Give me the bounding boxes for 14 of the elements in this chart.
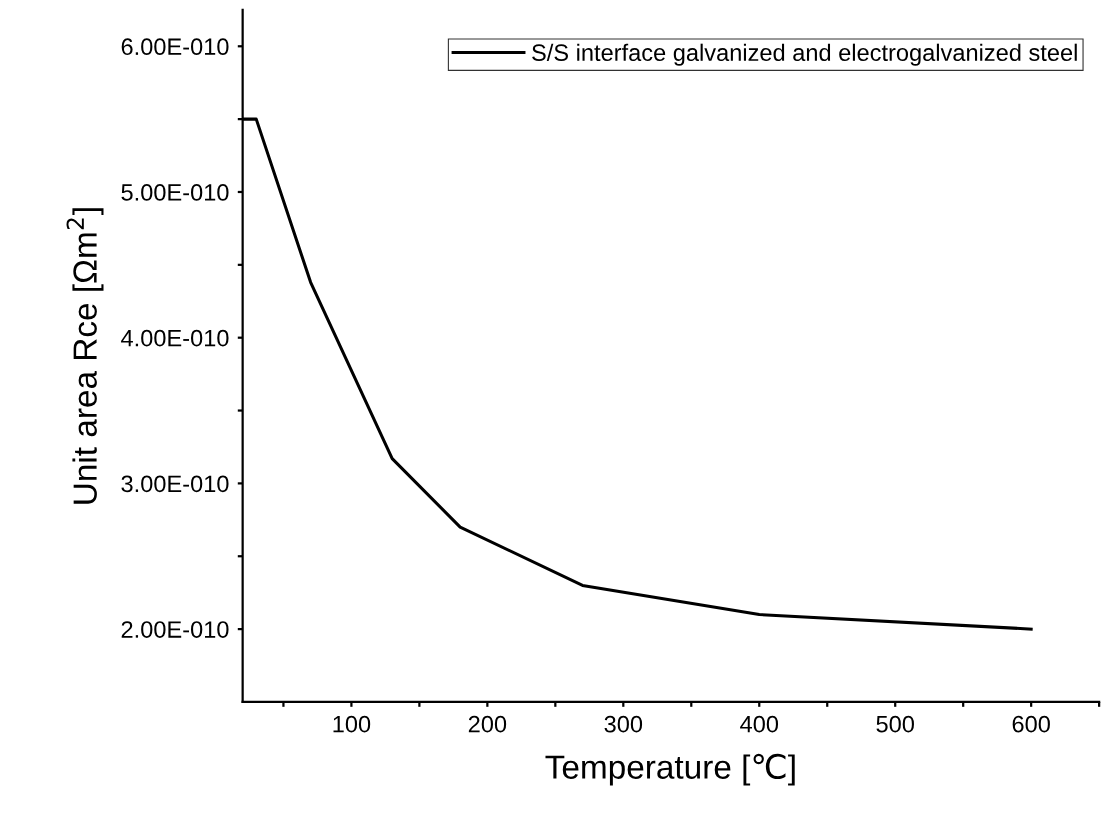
x-tick-label: 500: [876, 715, 914, 733]
y-tick-label: 4.00E-010: [121, 329, 229, 347]
y-axis-title: Unit area Rce [Ωm$^{2}$]: [66, 208, 104, 504]
x-tick-label: 600: [1012, 715, 1050, 733]
x-tick-label: 400: [740, 715, 779, 733]
legend-label: S/S interface galvanized and electrogalvanized steel: [532, 43, 1077, 66]
y-tick-label: 6.00E-010: [121, 38, 229, 56]
y-tick-label: 2.00E-010: [121, 621, 229, 638]
x-axis-title: Temperature [℃]: [545, 753, 795, 786]
x-tick-label: 300: [604, 715, 643, 733]
y-tick-label: 3.00E-010: [121, 475, 229, 493]
x-tick-label: 200: [468, 715, 507, 733]
x-tick-label: 100: [333, 715, 371, 733]
y-tick-label: 5.00E-010: [121, 184, 229, 201]
